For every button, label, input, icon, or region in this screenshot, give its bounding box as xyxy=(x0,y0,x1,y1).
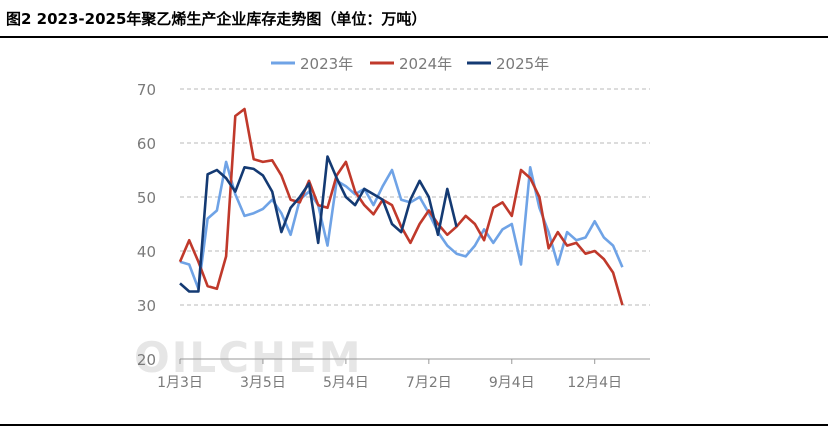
y-tick-label: 50 xyxy=(137,189,156,207)
series-line-2 xyxy=(178,107,624,306)
x-tick-label: 12月4日 xyxy=(567,375,622,391)
legend-label-3: 2025年 xyxy=(496,55,549,73)
bottom-rule xyxy=(0,424,828,426)
x-tick-label: 1月3日 xyxy=(157,375,203,391)
title-bar: 图2 2023-2025年聚乙烯生产企业库存走势图（单位：万吨） xyxy=(0,0,828,38)
chart-title: 图2 2023-2025年聚乙烯生产企业库存走势图（单位：万吨） xyxy=(6,10,427,28)
legend-label-2: 2024年 xyxy=(399,55,452,73)
y-tick-label: 70 xyxy=(137,81,156,99)
x-tick-label: 9月4日 xyxy=(489,375,535,391)
y-tick-label: 60 xyxy=(137,135,156,153)
chart-panel: OILCHEM 20 30 40 50 60 70 1月3日 3月5日 5月4日 7月2日 9月4日 1… xyxy=(134,42,690,406)
watermark: OILCHEM xyxy=(134,333,363,382)
y-tick-label: 40 xyxy=(137,243,156,261)
y-tick-label: 20 xyxy=(137,351,156,369)
x-tick-label: 3月5日 xyxy=(240,375,286,391)
x-tick-label: 7月2日 xyxy=(406,375,452,391)
legend-label-1: 2023年 xyxy=(300,55,353,73)
series-line-3 xyxy=(179,155,458,293)
x-tick-label: 5月4日 xyxy=(323,375,369,391)
series-line-1 xyxy=(179,160,624,291)
y-tick-label: 30 xyxy=(137,297,156,315)
